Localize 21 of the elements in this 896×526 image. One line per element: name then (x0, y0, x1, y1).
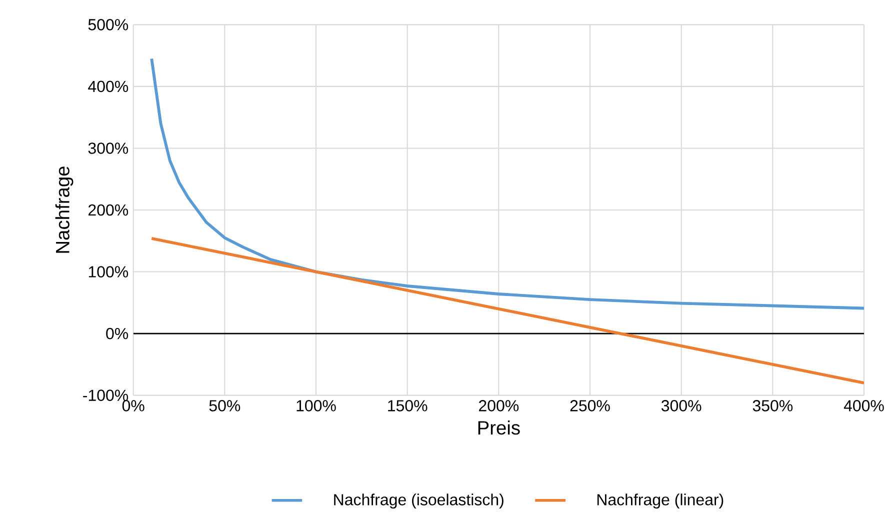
x-tick-label: 400% (844, 400, 884, 412)
y-tick-label: 100% (88, 266, 128, 278)
x-tick-label: 0% (122, 400, 144, 412)
legend-label: Nachfrage (isoelastisch) (334, 494, 504, 509)
x-tick-label: 150% (388, 400, 428, 412)
x-tick-label: 300% (661, 400, 702, 412)
y-tick-label: 500% (88, 19, 128, 30)
x-tick-label: 200% (479, 400, 519, 412)
x-tick-label: 100% (296, 400, 336, 412)
x-axis-title: Preis (478, 420, 520, 435)
x-tick-label: 250% (570, 400, 610, 412)
y-axis-title: Nachfrage (55, 166, 74, 253)
legend-label: Nachfrage (linear) (597, 494, 724, 509)
x-tick-label: 50% (209, 400, 240, 412)
y-tick-label: 200% (88, 204, 128, 216)
y-tick-label: 400% (88, 80, 128, 92)
x-tick-label: 350% (752, 400, 793, 412)
y-tick-label: 0% (106, 328, 128, 340)
y-tick-label: 300% (88, 142, 128, 154)
line-series (150, 57, 864, 310)
y-tick-label: -100% (83, 390, 128, 401)
